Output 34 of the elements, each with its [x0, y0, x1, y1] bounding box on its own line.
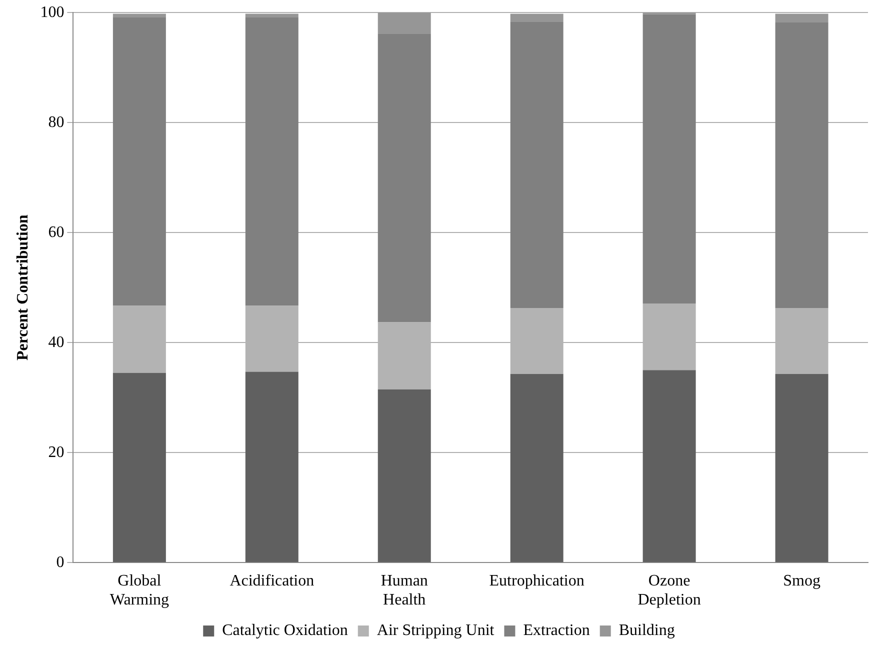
legend-label: Building — [618, 622, 675, 640]
legend-label: Extraction — [523, 622, 590, 640]
x-tick-label: Eutrophication — [489, 572, 584, 590]
bar — [510, 374, 564, 562]
bar — [245, 372, 298, 562]
bar — [775, 22, 828, 308]
x-tick-label: Acidification — [230, 572, 314, 590]
x-tick-label: Human Health — [380, 572, 428, 609]
y-tick-label: 40 — [48, 334, 64, 351]
bar — [642, 370, 696, 562]
y-tick-label: 0 — [56, 554, 64, 571]
legend-label: Catalytic Oxidation — [222, 622, 348, 640]
y-tick-label: 20 — [48, 444, 64, 461]
y-axis-title: Percent Contribution — [14, 214, 32, 361]
bar — [245, 18, 298, 306]
y-tick-label: 80 — [48, 114, 64, 131]
bar — [775, 14, 828, 22]
bar — [112, 14, 166, 18]
bar — [112, 372, 166, 562]
x-tick-label: Ozone Depletion — [638, 572, 701, 609]
bar — [642, 14, 696, 304]
bar — [378, 12, 431, 34]
bar — [510, 14, 564, 22]
y-tick-label: 60 — [48, 224, 64, 241]
bar — [378, 34, 431, 322]
bar — [245, 14, 298, 18]
bar — [510, 22, 564, 308]
x-tick-label: Global Warming — [110, 572, 170, 609]
bar — [112, 18, 166, 306]
bar — [378, 389, 431, 562]
x-tick-label: Smog — [783, 572, 820, 590]
bar — [775, 374, 828, 562]
y-tick-label: 100 — [40, 4, 64, 21]
legend-label: Air Stripping Unit — [376, 622, 495, 640]
